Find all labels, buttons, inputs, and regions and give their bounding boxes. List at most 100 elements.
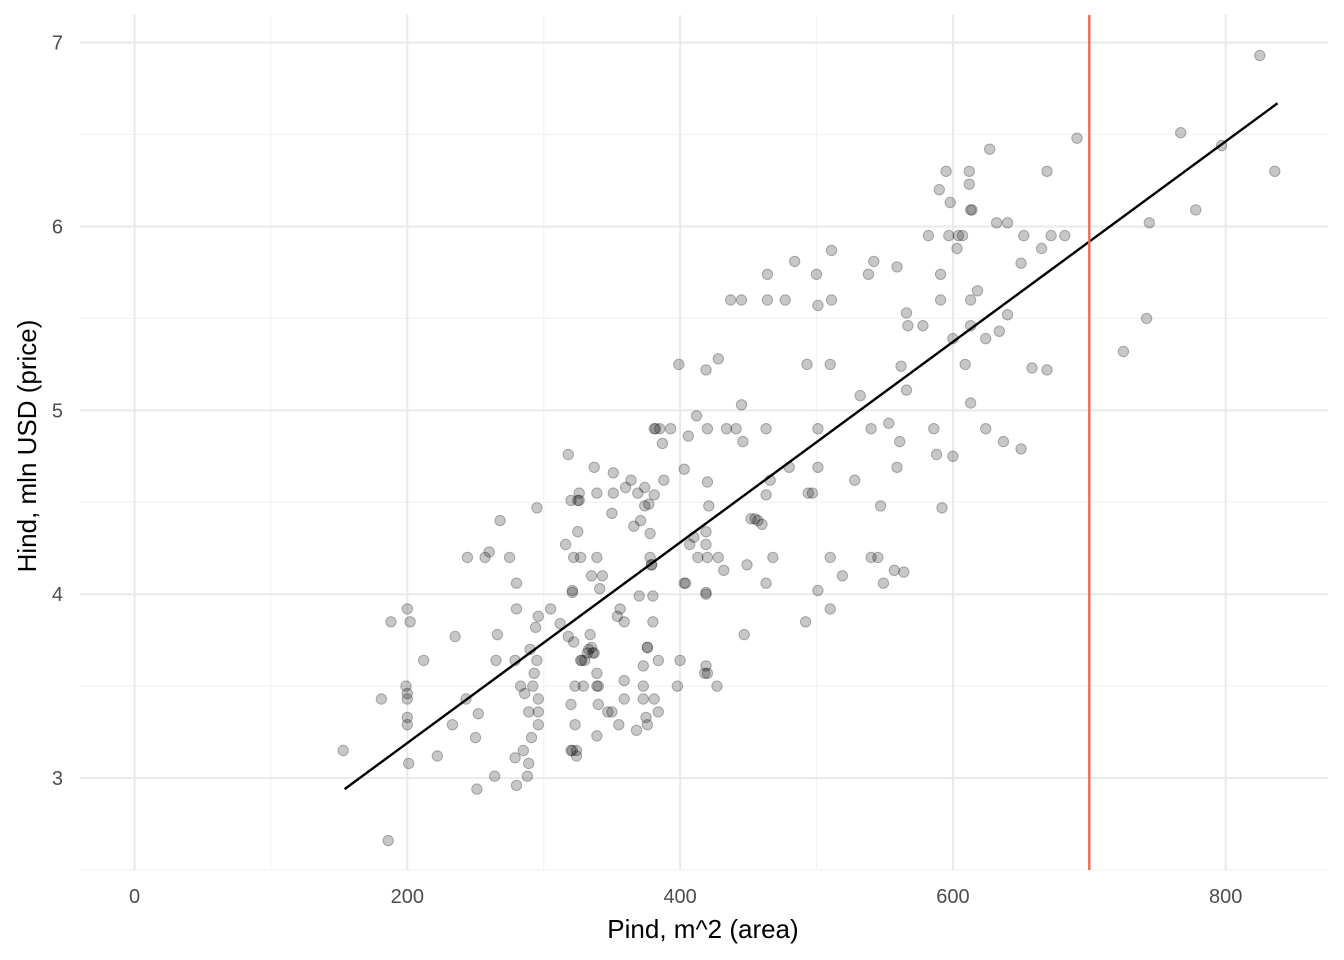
data-point bbox=[872, 551, 884, 564]
data-point bbox=[579, 654, 591, 667]
data-point bbox=[701, 667, 714, 679]
data-point bbox=[591, 730, 603, 742]
data-point bbox=[947, 450, 959, 462]
data-point bbox=[678, 463, 690, 475]
data-point bbox=[1045, 229, 1057, 242]
data-point bbox=[812, 299, 824, 312]
data-point bbox=[891, 461, 903, 473]
data-point bbox=[639, 500, 651, 512]
data-point bbox=[469, 731, 482, 744]
data-point bbox=[401, 719, 413, 731]
data-point bbox=[523, 706, 535, 718]
data-point bbox=[865, 423, 877, 435]
data-point bbox=[569, 719, 581, 731]
data-point bbox=[690, 410, 703, 422]
data-point bbox=[523, 757, 535, 770]
overlays bbox=[343, 15, 1279, 870]
data-point bbox=[554, 617, 566, 630]
data-point bbox=[531, 654, 543, 667]
data-point bbox=[640, 711, 652, 724]
data-point bbox=[760, 577, 772, 589]
data-point bbox=[1175, 127, 1187, 139]
data-point bbox=[1071, 132, 1083, 144]
data-point bbox=[940, 165, 952, 178]
data-point bbox=[735, 399, 748, 411]
data-point bbox=[644, 527, 656, 540]
data-point bbox=[836, 570, 849, 582]
data-point bbox=[806, 487, 819, 499]
data-point bbox=[517, 744, 529, 757]
data-point bbox=[587, 647, 599, 659]
data-point bbox=[488, 770, 501, 782]
data-point bbox=[664, 423, 677, 435]
data-point bbox=[566, 586, 579, 599]
data-point bbox=[812, 423, 824, 435]
data-point bbox=[679, 577, 692, 589]
data-point bbox=[510, 603, 523, 615]
data-point bbox=[607, 487, 619, 499]
data-point bbox=[532, 693, 544, 705]
data-point bbox=[633, 590, 645, 602]
data-point bbox=[741, 559, 753, 571]
data-point bbox=[1190, 204, 1202, 216]
data-point bbox=[952, 229, 965, 242]
data-point bbox=[573, 494, 585, 507]
data-point bbox=[825, 244, 838, 257]
data-point bbox=[888, 564, 900, 576]
data-point bbox=[596, 570, 609, 582]
data-point bbox=[874, 500, 887, 512]
data-point bbox=[692, 551, 704, 564]
data-point bbox=[699, 667, 711, 679]
data-point bbox=[568, 636, 580, 648]
data-point bbox=[760, 489, 772, 501]
data-point bbox=[637, 660, 649, 672]
data-point bbox=[1254, 49, 1266, 62]
data-point bbox=[779, 294, 791, 306]
data-point bbox=[527, 680, 539, 692]
data-point bbox=[565, 744, 577, 757]
data-point bbox=[1117, 345, 1130, 358]
data-point bbox=[1026, 362, 1038, 374]
data-point bbox=[400, 680, 412, 692]
data-point bbox=[641, 719, 654, 731]
data-point bbox=[375, 693, 388, 705]
data-point bbox=[576, 654, 588, 667]
x-tick-label: 200 bbox=[391, 886, 424, 908]
data-point bbox=[984, 143, 996, 155]
data-point bbox=[756, 518, 768, 530]
data-point bbox=[684, 538, 696, 551]
data-point bbox=[900, 307, 913, 319]
data-point bbox=[619, 481, 632, 494]
data-point bbox=[529, 621, 542, 633]
data-point bbox=[594, 583, 606, 595]
data-point bbox=[494, 514, 506, 527]
data-point bbox=[656, 437, 669, 450]
data-point bbox=[637, 693, 649, 705]
y-axis-title: Hind, mln USD (price) bbox=[12, 320, 42, 573]
data-point bbox=[652, 654, 664, 667]
data-point bbox=[531, 502, 543, 514]
data-point bbox=[510, 577, 523, 589]
data-point bbox=[934, 294, 947, 306]
data-point bbox=[752, 514, 764, 527]
data-point bbox=[566, 744, 579, 757]
data-point bbox=[959, 358, 971, 371]
data-point bbox=[431, 750, 444, 762]
data-point bbox=[789, 255, 801, 268]
data-point bbox=[877, 577, 890, 589]
tick-labels: 0 200 400 600 800 3 4 5 6 7 bbox=[52, 33, 1243, 908]
data-point bbox=[745, 513, 757, 525]
data-point bbox=[658, 474, 670, 486]
data-point bbox=[565, 494, 577, 507]
data-point bbox=[810, 268, 823, 280]
data-point bbox=[570, 744, 583, 757]
data-point bbox=[737, 435, 749, 448]
data-point bbox=[1015, 443, 1027, 455]
data-point bbox=[643, 498, 655, 510]
data-point bbox=[491, 628, 504, 641]
data-point bbox=[641, 641, 654, 654]
data-point bbox=[1269, 165, 1281, 178]
data-point bbox=[592, 680, 604, 692]
data-point bbox=[898, 566, 910, 578]
data-point bbox=[990, 217, 1003, 229]
